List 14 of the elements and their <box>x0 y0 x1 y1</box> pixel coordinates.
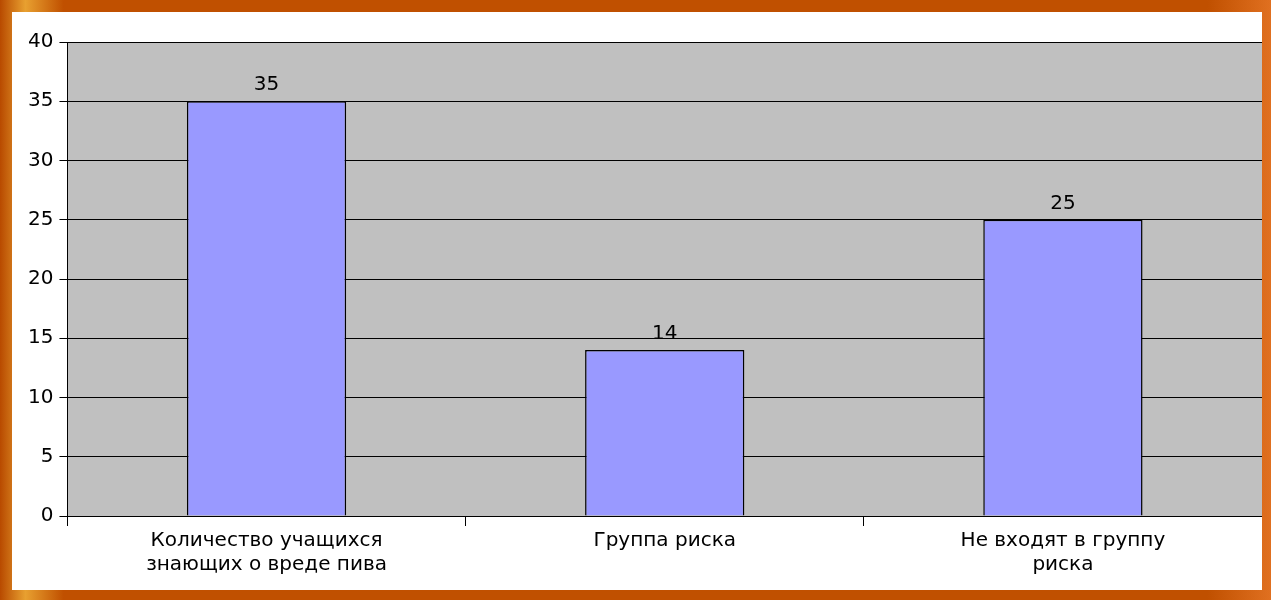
x-tick-label: Группа риска <box>593 527 736 552</box>
y-tick-label: 20 <box>28 265 54 290</box>
y-tick-label: 35 <box>28 87 54 112</box>
data-label: 35 <box>253 71 280 96</box>
x-tick-label: Количество учащихся знающих о вреде пива <box>146 527 387 576</box>
y-tick-label: 10 <box>28 383 54 408</box>
y-tick-label: 0 <box>40 502 54 527</box>
x-tick-label: Не входят в группу риска <box>960 527 1166 576</box>
y-tick-label: 5 <box>40 442 54 467</box>
y-tick-label: 40 <box>28 28 54 53</box>
y-tick-label: 25 <box>28 205 54 230</box>
data-label: 25 <box>1050 189 1076 214</box>
y-tick-label: 15 <box>28 324 54 349</box>
y-tick-label: 30 <box>28 146 54 171</box>
